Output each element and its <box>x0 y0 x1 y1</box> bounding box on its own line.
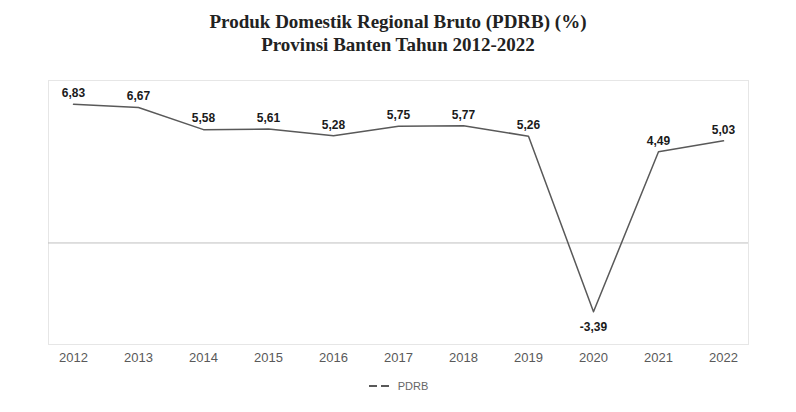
svg-text:2014: 2014 <box>189 350 218 365</box>
svg-text:2022: 2022 <box>709 350 738 365</box>
svg-text:2020: 2020 <box>579 350 608 365</box>
svg-text:2017: 2017 <box>384 350 413 365</box>
svg-text:2013: 2013 <box>124 350 153 365</box>
svg-text:-3,39: -3,39 <box>580 320 608 334</box>
html-text:PDRB: PDRB <box>397 380 429 392</box>
svg-text:4,49: 4,49 <box>647 134 671 148</box>
svg-text:5,03: 5,03 <box>712 123 736 137</box>
svg-text:5,28: 5,28 <box>322 118 346 132</box>
html-text:Provinsi Banten Tahun 2012-202: Provinsi Banten Tahun 2012-2022 <box>261 34 535 55</box>
svg-text:2019: 2019 <box>514 350 543 365</box>
svg-text:6,83: 6,83 <box>62 86 86 100</box>
svg-text:2012: 2012 <box>59 350 88 365</box>
html-text:Produk Domestik Regional Bruto: Produk Domestik Regional Bruto (PDRB) (%… <box>209 11 587 32</box>
svg-text:5,61: 5,61 <box>257 111 281 125</box>
svg-text:2018: 2018 <box>449 350 478 365</box>
svg-text:2021: 2021 <box>644 350 673 365</box>
svg-text:5,77: 5,77 <box>452 108 476 122</box>
svg-text:5,58: 5,58 <box>192 111 216 125</box>
svg-text:6,67: 6,67 <box>127 89 151 103</box>
svg-text:5,75: 5,75 <box>387 108 411 122</box>
svg-text:2016: 2016 <box>319 350 348 365</box>
svg-text:2015: 2015 <box>254 350 283 365</box>
svg-text:5,26: 5,26 <box>517 118 541 132</box>
